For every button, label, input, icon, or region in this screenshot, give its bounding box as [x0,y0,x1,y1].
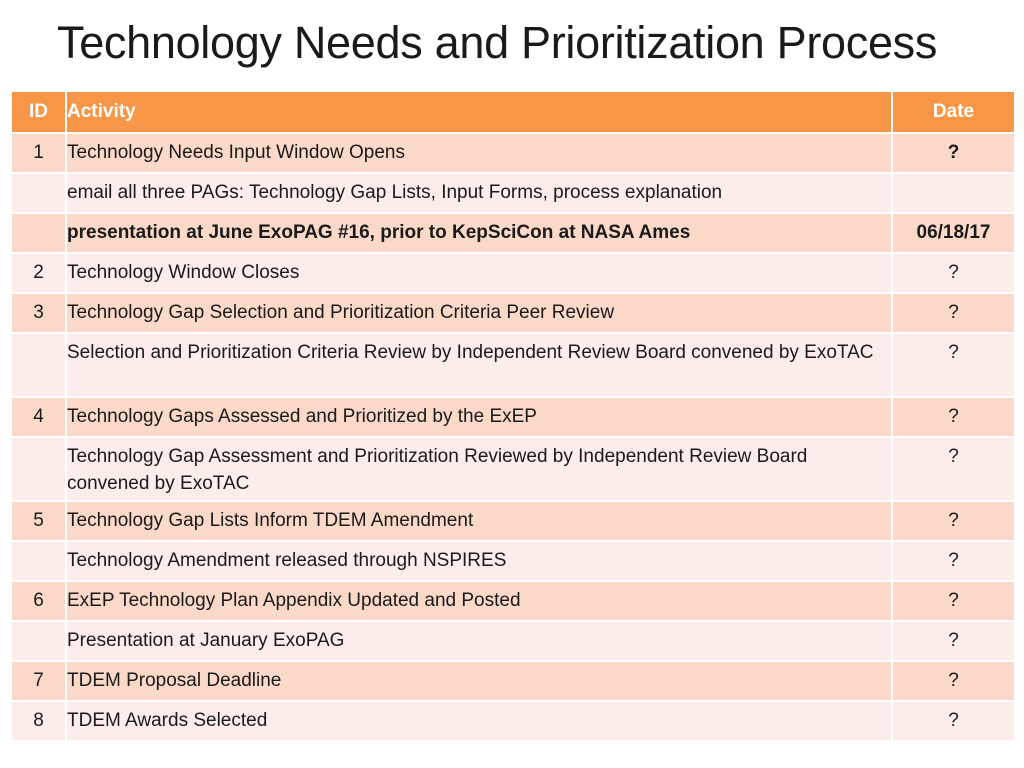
header-activity: Activity [65,90,893,134]
row-date: ? [891,700,1016,742]
activity-table: ID Activity Date 1 Technology Needs Inpu… [10,90,1016,742]
table-row: 1 Technology Needs Input Window Opens ? [10,132,1016,174]
row-activity: email all three PAGs: Technology Gap Lis… [65,172,893,214]
table-row: email all three PAGs: Technology Gap Lis… [10,172,1016,214]
row-id: 4 [10,396,67,438]
table-row: Technology Gap Assessment and Prioritiza… [10,436,1016,502]
row-date: 06/18/17 [891,212,1016,254]
row-activity: TDEM Proposal Deadline [65,660,893,702]
row-activity: Technology Gaps Assessed and Prioritized… [65,396,893,438]
row-activity: Presentation at January ExoPAG [65,620,893,662]
row-activity: Technology Window Closes [65,252,893,294]
table-row: 4 Technology Gaps Assessed and Prioritiz… [10,396,1016,438]
row-date: ? [891,620,1016,662]
row-id: 5 [10,500,67,542]
table-row: 2 Technology Window Closes ? [10,252,1016,294]
table-row: 3 Technology Gap Selection and Prioritiz… [10,292,1016,334]
row-date: ? [891,436,1016,502]
slide-title: Technology Needs and Prioritization Proc… [57,17,938,68]
row-date: ? [891,500,1016,542]
table-row: presentation at June ExoPAG #16, prior t… [10,212,1016,254]
row-date: ? [891,332,1016,398]
row-date: ? [891,580,1016,622]
table-row: 6 ExEP Technology Plan Appendix Updated … [10,580,1016,622]
row-id: 1 [10,132,67,174]
row-date [891,172,1016,214]
row-id [10,620,67,662]
table-row: Presentation at January ExoPAG ? [10,620,1016,662]
row-activity: Technology Needs Input Window Opens [65,132,893,174]
table-row: Selection and Prioritization Criteria Re… [10,332,1016,398]
row-activity: Technology Amendment released through NS… [65,540,893,582]
row-activity: Technology Gap Lists Inform TDEM Amendme… [65,500,893,542]
table-row: 5 Technology Gap Lists Inform TDEM Amend… [10,500,1016,542]
row-id [10,436,67,502]
row-id [10,212,67,254]
table-row: 8 TDEM Awards Selected ? [10,700,1016,742]
row-id: 7 [10,660,67,702]
row-date: ? [891,540,1016,582]
table-row: Technology Amendment released through NS… [10,540,1016,582]
row-activity: Technology Gap Selection and Prioritizat… [65,292,893,334]
row-date: ? [891,132,1016,174]
row-id [10,540,67,582]
header-date: Date [891,90,1016,134]
row-id [10,332,67,398]
row-date: ? [891,660,1016,702]
row-activity: Selection and Prioritization Criteria Re… [65,332,893,398]
table-header-row: ID Activity Date [10,90,1016,134]
row-date: ? [891,292,1016,334]
row-id: 6 [10,580,67,622]
row-id [10,172,67,214]
header-id: ID [10,90,67,134]
row-id: 3 [10,292,67,334]
row-id: 8 [10,700,67,742]
row-activity: ExEP Technology Plan Appendix Updated an… [65,580,893,622]
row-activity: presentation at June ExoPAG #16, prior t… [65,212,893,254]
row-id: 2 [10,252,67,294]
row-date: ? [891,396,1016,438]
row-date: ? [891,252,1016,294]
row-activity: Technology Gap Assessment and Prioritiza… [65,436,893,502]
table-row: 7 TDEM Proposal Deadline ? [10,660,1016,702]
row-activity: TDEM Awards Selected [65,700,893,742]
